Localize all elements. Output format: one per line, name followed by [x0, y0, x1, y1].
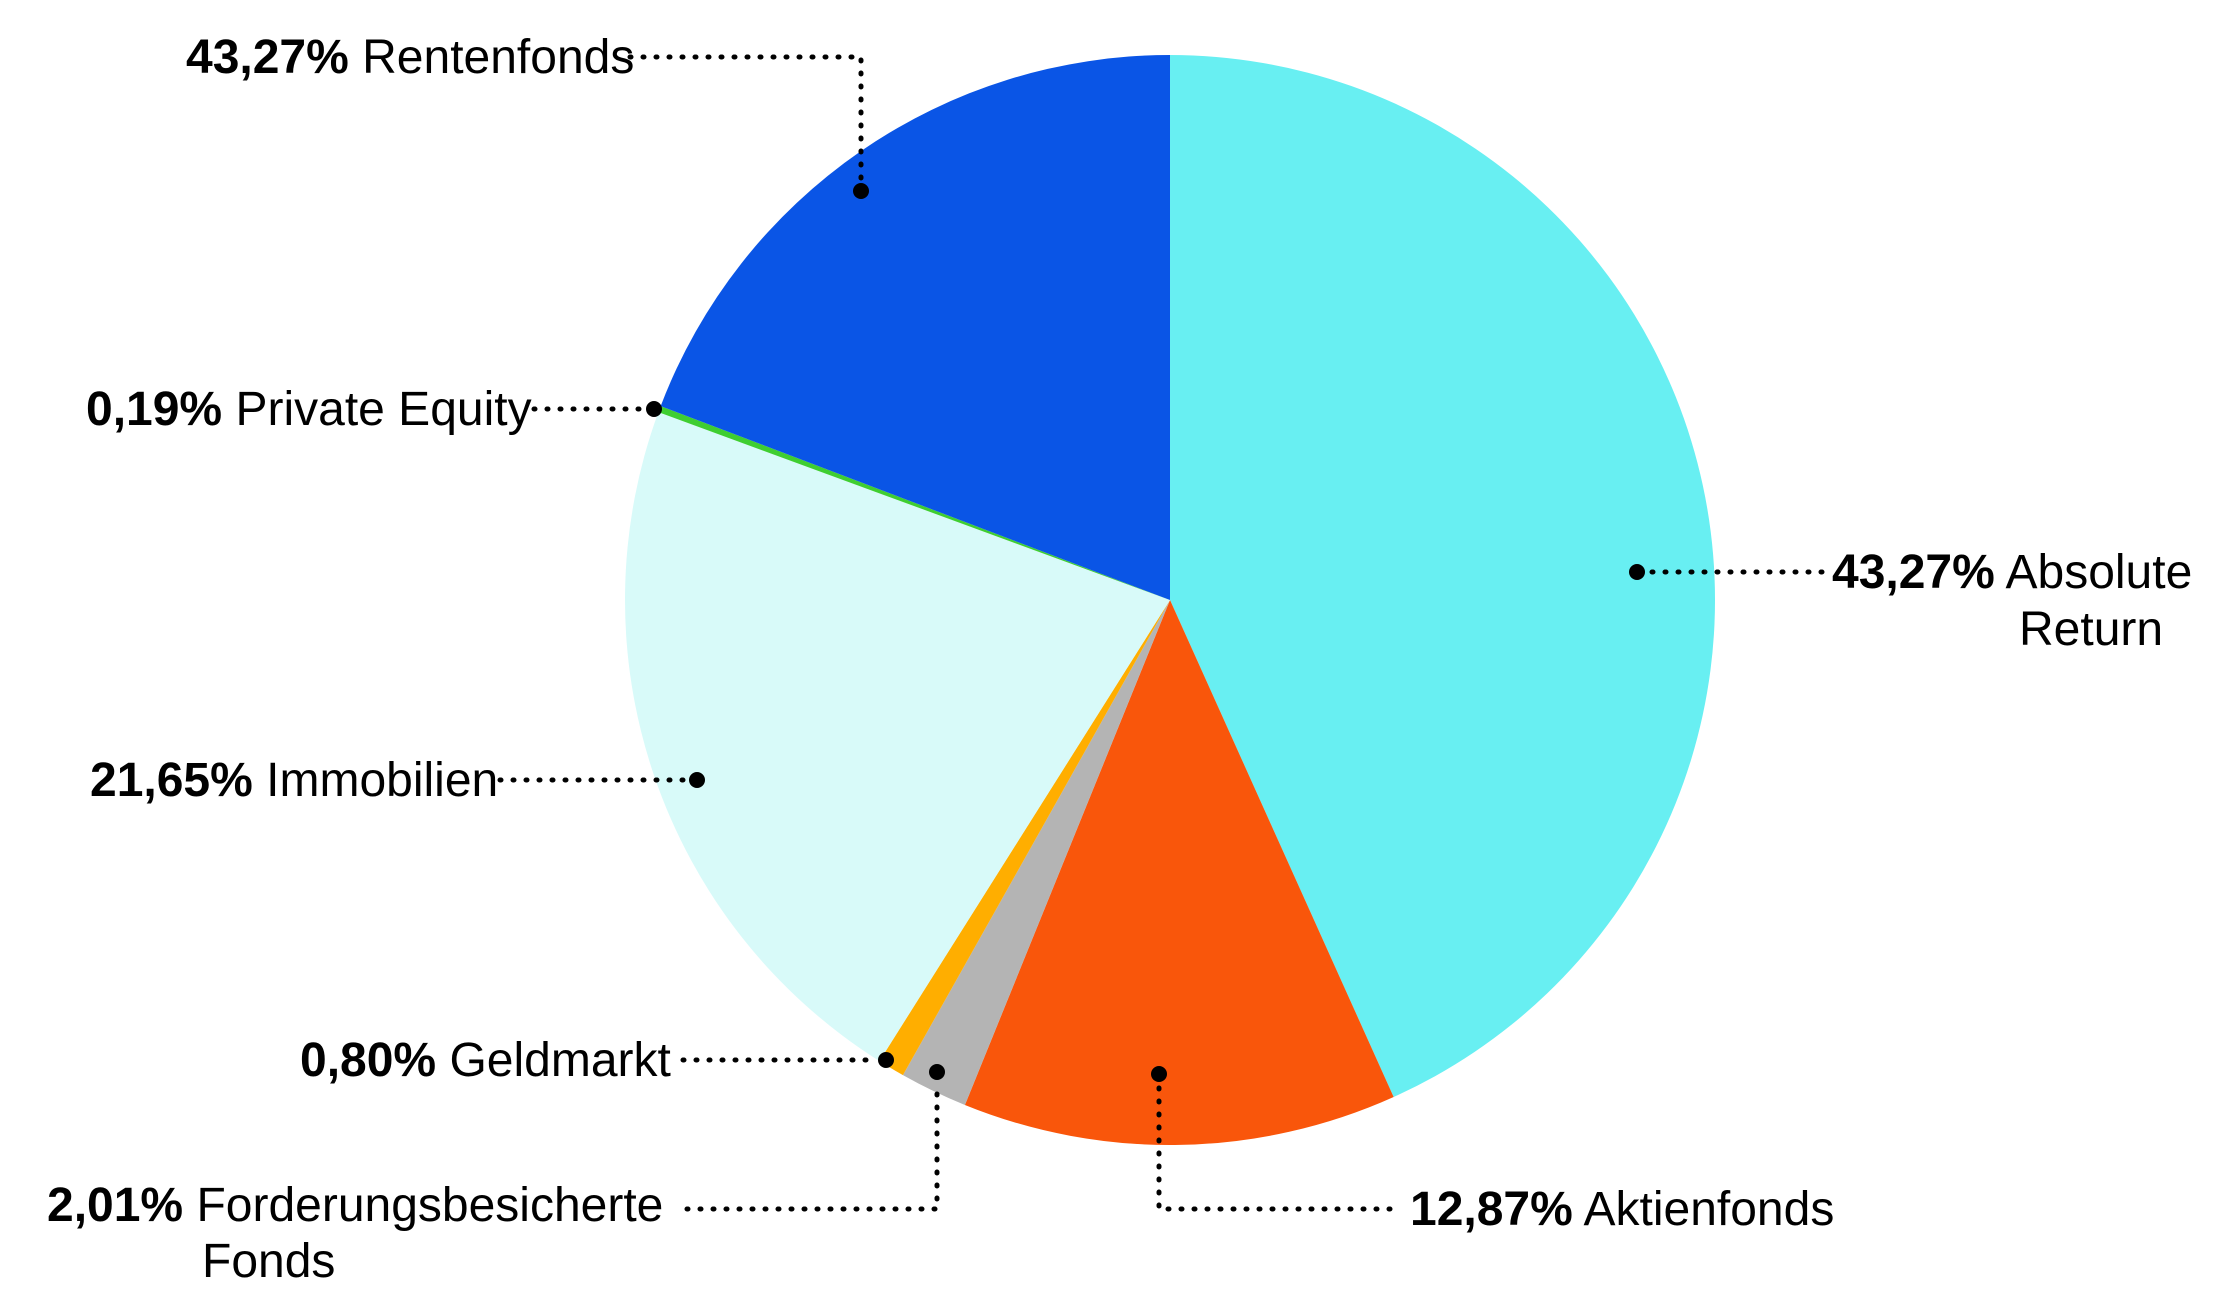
label-aktienfonds: 12,87% Aktienfonds [1410, 1181, 1834, 1238]
leader-dot-absolute-return [1629, 564, 1645, 580]
label-rentenfonds-pct: 43,27% [186, 31, 349, 84]
label-geldmarkt-pct: 0,80% [300, 1034, 437, 1087]
label-rentenfonds: 43,27% Rentenfonds [186, 29, 634, 86]
label-forderungsbesicherte-fonds-name-line2: Fonds [202, 1235, 336, 1288]
leader-aktienfonds [1156, 1082, 1393, 1212]
label-aktienfonds-pct: 12,87% [1410, 1183, 1573, 1236]
slice-geldmarkt [879, 600, 1170, 1076]
pie-slices [625, 55, 1716, 1146]
label-immobilien: 21,65% Immobilien [90, 752, 498, 809]
label-private-equity-name: Private Equity [235, 383, 532, 436]
label-rentenfonds-name: Rentenfonds [362, 31, 635, 84]
label-forderungsbesicherte-fonds-pct: 2,01% [47, 1179, 184, 1232]
slice-rentenfonds [660, 55, 1170, 600]
leader-dot-immobilien [689, 772, 705, 788]
leader-dot-forderungsbesicherte-fonds [929, 1064, 945, 1080]
leader-dot-aktienfonds [1151, 1066, 1167, 1082]
leader-dot-private-equity [646, 401, 662, 417]
label-private-equity-pct: 0,19% [86, 383, 223, 436]
slice-forderungsbesicherte-fonds [902, 600, 1170, 1105]
slice-absolute-return [1170, 55, 1716, 1097]
label-absolute-return-name-line2: Return [2019, 603, 2164, 656]
slice-immobilien [625, 412, 1170, 1062]
leader-forderungsbesicherte-fonds [684, 1080, 940, 1212]
label-immobilien-pct: 21,65% [90, 754, 253, 807]
label-geldmarkt-name: Geldmarkt [449, 1034, 671, 1087]
leader-dot-geldmarkt [878, 1052, 894, 1068]
label-forderungsbesicherte-fonds-name: Forderungsbesicherte [196, 1179, 664, 1232]
label-forderungsbesicherte-fonds: 2,01% Forderungsbesicherte Fonds [47, 1178, 663, 1290]
label-absolute-return-name: Absolute [2005, 546, 2193, 599]
label-immobilien-name: Immobilien [266, 754, 499, 807]
leader-rentenfonds [627, 54, 864, 183]
label-aktienfonds-name: Aktienfonds [1583, 1183, 1835, 1236]
leader-dot-rentenfonds [853, 183, 869, 199]
label-geldmarkt: 0,80% Geldmarkt [300, 1032, 671, 1089]
label-absolute-return-pct: 43,27% [1832, 546, 1995, 599]
slice-aktienfonds [964, 600, 1394, 1146]
label-absolute-return: 43,27% Absolute Return [1832, 544, 2192, 658]
label-private-equity: 0,19% Private Equity [86, 381, 532, 438]
slice-private-equity [658, 406, 1170, 600]
